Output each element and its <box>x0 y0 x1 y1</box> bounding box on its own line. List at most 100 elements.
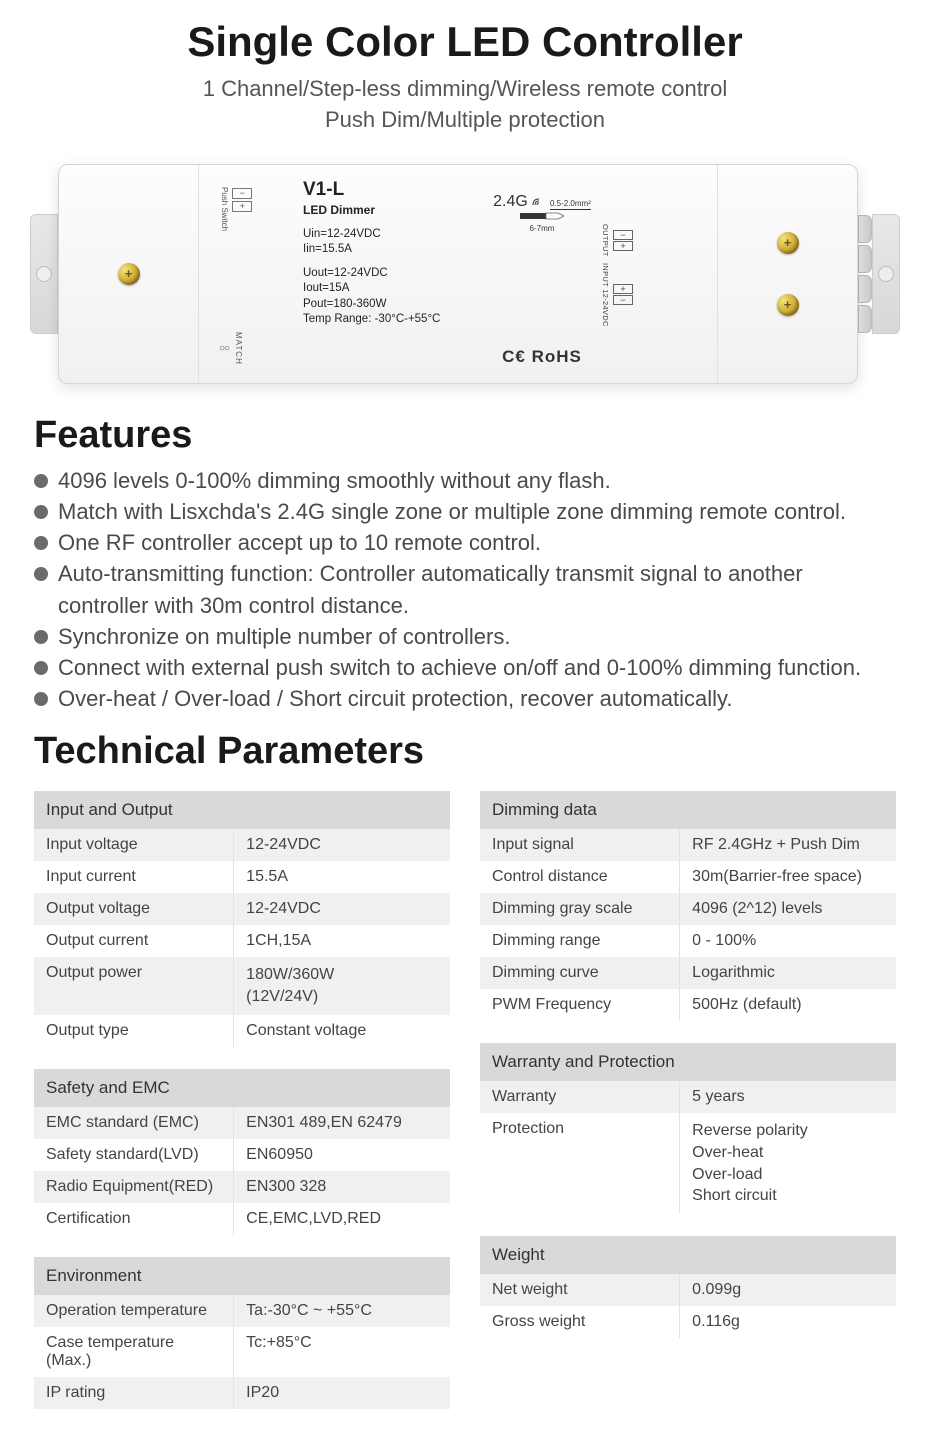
subtitle-line2: Push Dim/Multiple protection <box>325 107 605 132</box>
bullet-icon <box>34 536 48 550</box>
table-cell: Output type <box>34 1015 234 1047</box>
table-row: Safety standard(LVD)EN60950 <box>34 1139 450 1171</box>
table-header: Warranty and Protection <box>480 1043 896 1081</box>
table-row: Case temperature (Max.)Tc:+85°C <box>34 1327 450 1377</box>
product-body: Push Switch − + ○ ○ MATCH V1-L LED Dimme… <box>58 164 858 384</box>
feature-item: Auto-transmitting function: Controller a… <box>34 558 896 620</box>
push-pin-minus: − <box>232 188 252 199</box>
spec-pout: Pout=180-360W <box>303 297 483 313</box>
bracket-left-letter: L <box>37 266 44 281</box>
table-cell: CE,EMC,LVD,RED <box>234 1203 450 1235</box>
wire-gauge: 0.5-2.0mm² <box>550 199 591 210</box>
bullet-icon <box>34 474 48 488</box>
product-io-col: OUTPUT − + INPUT 12-24VDC + − <box>601 179 697 373</box>
table-cell: 0.116g <box>680 1306 896 1338</box>
product-push-match-col: Push Switch − + ○ ○ MATCH <box>219 179 299 373</box>
match-label: MATCH <box>234 332 243 365</box>
table-cell: Tc:+85°C <box>234 1327 450 1377</box>
input-label: INPUT 12-24VDC <box>601 263 610 327</box>
feature-item: Synchronize on multiple number of contro… <box>34 621 896 652</box>
screw-icon <box>777 232 799 254</box>
table-cell: Net weight <box>480 1274 680 1306</box>
bullet-icon <box>34 630 48 644</box>
spec-uout: Uout=12-24VDC <box>303 266 483 282</box>
table-cell: Output power <box>34 957 234 1014</box>
table-row: Net weight0.099g <box>480 1274 896 1306</box>
page-subtitle: 1 Channel/Step-less dimming/Wireless rem… <box>0 74 930 136</box>
table-cell: EN60950 <box>234 1139 450 1171</box>
table-row: Output power180W/360W (12V/24V) <box>34 957 450 1014</box>
bullet-icon <box>34 505 48 519</box>
feature-text: Synchronize on multiple number of contro… <box>58 621 896 652</box>
table-cell: Input signal <box>480 829 680 861</box>
product-illustration: L Push Switch − + ○ ○ MATCH <box>0 154 930 394</box>
spec-uin: Uin=12-24VDC <box>303 227 483 243</box>
table-env: EnvironmentOperation temperatureTa:-30°C… <box>34 1257 450 1409</box>
mount-bracket-right: R <box>872 214 900 334</box>
product-right-cap <box>717 165 857 383</box>
table-cell: 30m(Barrier-free space) <box>680 861 896 893</box>
feature-item: One RF controller accept up to 10 remote… <box>34 527 896 558</box>
table-cell: Dimming curve <box>480 957 680 989</box>
table-row: Dimming range0 - 100% <box>480 925 896 957</box>
feature-item: Connect with external push switch to ach… <box>34 652 896 683</box>
table-cell: 180W/360W (12V/24V) <box>234 957 450 1014</box>
table-cell: Certification <box>34 1203 234 1235</box>
table-cell: 0.099g <box>680 1274 896 1306</box>
table-header: Environment <box>34 1257 450 1295</box>
table-cell: Output voltage <box>34 893 234 925</box>
table-cell: Reverse polarityOver-heatOver-loadShort … <box>680 1113 896 1213</box>
table-row: PWM Frequency500Hz (default) <box>480 989 896 1021</box>
mount-bracket-left: L <box>30 214 58 334</box>
output-label: OUTPUT <box>601 224 610 257</box>
table-cell: IP rating <box>34 1377 234 1409</box>
table-row: Gross weight0.116g <box>480 1306 896 1338</box>
table-cell: 15.5A <box>234 861 450 893</box>
bullet-icon <box>34 567 48 581</box>
table-row: Operation temperatureTa:-30°C ~ +55°C <box>34 1295 450 1327</box>
product-spec-col: V1-L LED Dimmer Uin=12-24VDC Iin=15.5A U… <box>303 179 483 373</box>
table-cell: Protection <box>480 1113 680 1213</box>
screw-icon <box>777 294 799 316</box>
product-left-cap <box>59 165 199 383</box>
product-cert-col: 2.4G 0.5-2.0mm² 6-7mm C€ RoHS <box>487 179 597 373</box>
table-cell: Input voltage <box>34 829 234 861</box>
spec-iout: Iout=15A <box>303 281 483 297</box>
table-header: Weight <box>480 1236 896 1274</box>
spec-iin: Iin=15.5A <box>303 242 483 258</box>
table-dimming: Dimming dataInput signalRF 2.4GHz + Push… <box>480 791 896 1021</box>
table-cell: EN300 328 <box>234 1171 450 1203</box>
push-pin-plus: + <box>232 201 252 212</box>
table-row: Warranty5 years <box>480 1081 896 1113</box>
wire-strip: 6-7mm <box>487 224 597 233</box>
table-cell: PWM Frequency <box>480 989 680 1021</box>
feature-item: Match with Lisxchda's 2.4G single zone o… <box>34 496 896 527</box>
table-cell: Radio Equipment(RED) <box>34 1171 234 1203</box>
tech-params-heading: Technical Parameters <box>0 720 930 781</box>
table-row: CertificationCE,EMC,LVD,RED <box>34 1203 450 1235</box>
in-pin-plus: + <box>613 284 633 294</box>
table-header: Dimming data <box>480 791 896 829</box>
table-cell: Dimming gray scale <box>480 893 680 925</box>
table-cell: Output current <box>34 925 234 957</box>
table-cell: Case temperature (Max.) <box>34 1327 234 1377</box>
bullet-icon <box>34 692 48 706</box>
table-row: IP ratingIP20 <box>34 1377 450 1409</box>
wire-strip-icon <box>520 211 564 221</box>
feature-text: One RF controller accept up to 10 remote… <box>58 527 896 558</box>
freq-label: 2.4G <box>493 193 528 210</box>
table-cell: Ta:-30°C ~ +55°C <box>234 1295 450 1327</box>
table-cell: 0 - 100% <box>680 925 896 957</box>
table-row: Output current1CH,15A <box>34 925 450 957</box>
terminal-ribs <box>858 215 872 333</box>
table-safety: Safety and EMCEMC standard (EMC)EN301 48… <box>34 1069 450 1235</box>
table-cell: Gross weight <box>480 1306 680 1338</box>
features-heading: Features <box>0 404 930 465</box>
table-row: Radio Equipment(RED)EN300 328 <box>34 1171 450 1203</box>
spec-temp: Temp Range: -30°C-+55°C <box>303 312 483 328</box>
screw-icon <box>118 263 140 285</box>
table-cell: Operation temperature <box>34 1295 234 1327</box>
table-cell: Input current <box>34 861 234 893</box>
tables-grid: Input and OutputInput voltage12-24VDCInp… <box>0 781 930 1428</box>
table-row: Output voltage12-24VDC <box>34 893 450 925</box>
